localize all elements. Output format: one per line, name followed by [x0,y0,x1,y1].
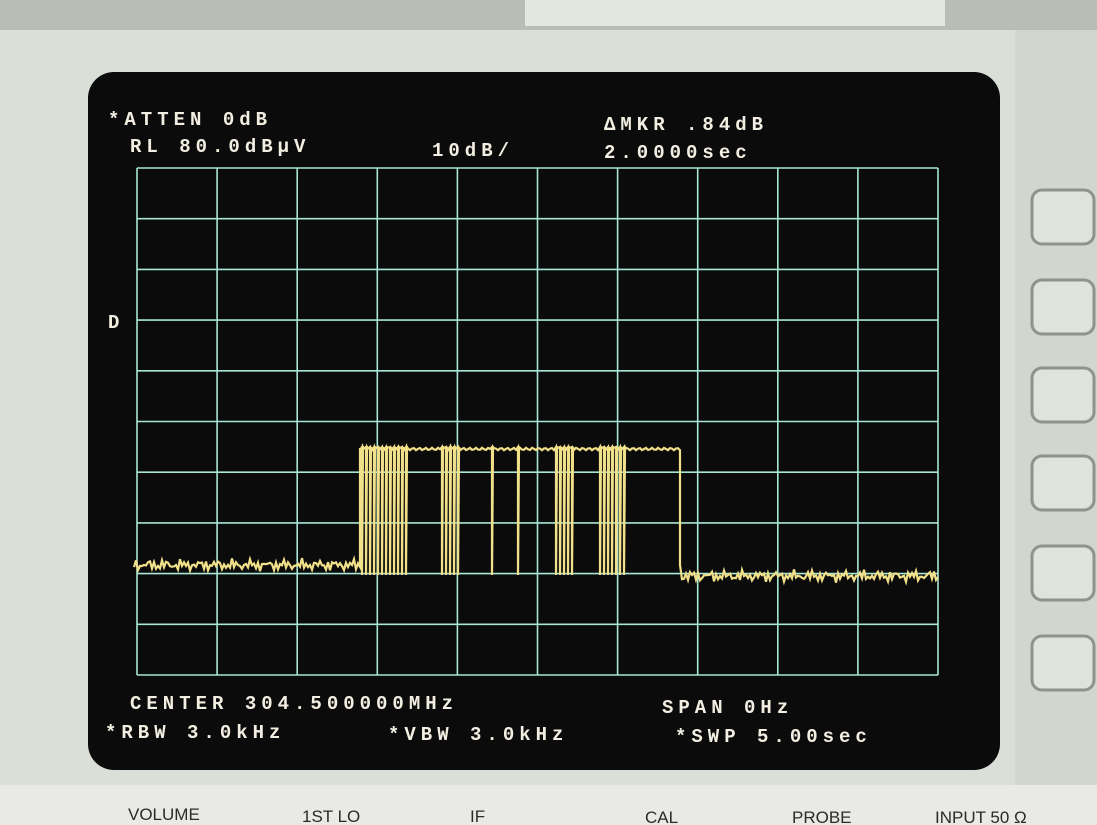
ref-level: RL 80.0dBµV [130,136,310,158]
span: SPAN 0Hz [662,697,793,719]
sweep: *SWP 5.00sec [675,726,872,748]
softkey[interactable] [1030,454,1096,512]
rbw: *RBW 3.0kHz [105,722,285,744]
vbw: *VBW 3.0kHz [388,724,568,746]
detector: D [108,312,124,334]
softkey[interactable] [1030,366,1096,424]
panel-label: IF [470,807,485,825]
panel-label: INPUT 50 Ω [935,808,1027,825]
trace [132,443,939,586]
bottom-panel [0,785,1097,825]
panel-label: 1ST LO [302,807,360,825]
top-label-plate [525,0,945,26]
panel-label: PROBE [792,808,852,825]
scale: 10dB/ [432,140,514,162]
panel-label: VOLUME [128,805,200,824]
softkeys [1030,188,1096,692]
softkey[interactable] [1030,544,1096,602]
center-freq: CENTER 304.500000MHz [130,693,458,715]
atten: *ATTEN 0dB [108,109,272,131]
panel-label: CAL [645,808,678,825]
softkey[interactable] [1030,278,1096,336]
marker-time: 2.0000sec [604,142,752,164]
graticule [136,167,939,676]
softkey[interactable] [1030,634,1096,692]
marker-delta: ΔMKR .84dB [604,114,768,136]
softkey[interactable] [1030,188,1096,246]
